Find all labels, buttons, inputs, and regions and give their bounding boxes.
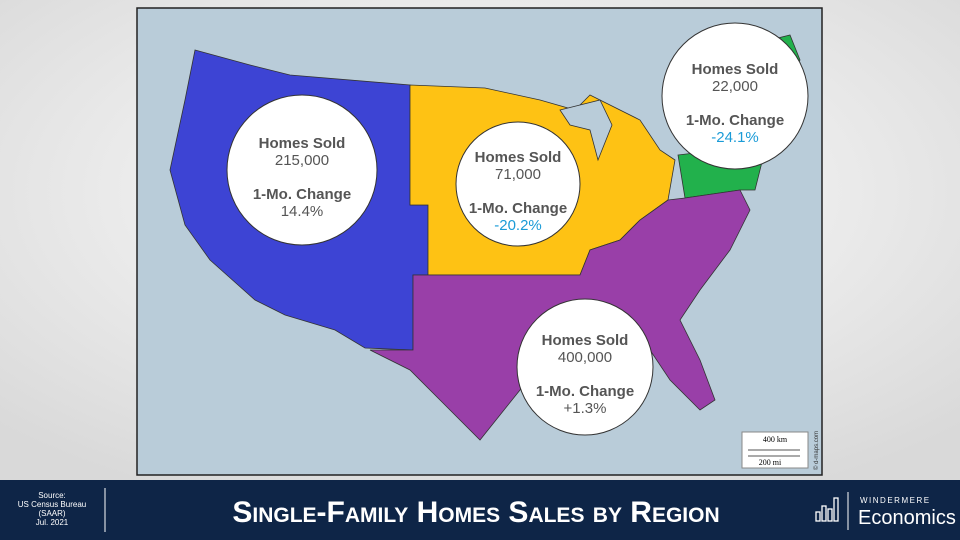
source: Source: US Census Bureau (SAAR) Jul. 202… [18, 491, 86, 527]
scale-mi: 200 mi [759, 458, 782, 467]
logo-icon [815, 497, 839, 522]
logo-brand: WINDERMERE [860, 496, 931, 505]
source-line: Jul. 2021 [36, 518, 69, 527]
logo-name: Economics [858, 507, 956, 529]
sold-value: 22,000 [712, 78, 758, 95]
scale-km: 400 km [763, 435, 788, 444]
change-label: 1-Mo. Change [536, 383, 634, 400]
map-credit: © d-maps.com [813, 431, 820, 470]
source-line: (SAAR) [38, 509, 65, 518]
sold-label: Homes Sold [692, 61, 779, 78]
bubble [516, 298, 654, 436]
change-label: 1-Mo. Change [253, 186, 351, 203]
change-value: -20.2% [494, 217, 542, 234]
bubble [455, 121, 581, 247]
footer-bar [0, 480, 960, 540]
title: Single-Family Homes Sales by Region [232, 496, 719, 529]
great-lakes [559, 99, 613, 162]
sold-value: 71,000 [495, 166, 541, 183]
bubble [661, 22, 809, 170]
scale-bar: 400 km 200 mi © d-maps.com [741, 431, 820, 470]
change-value: +1.3% [564, 400, 607, 417]
sold-label: Homes Sold [259, 135, 346, 152]
change-value: 14.4% [281, 203, 324, 220]
source-line: US Census Bureau [18, 500, 86, 509]
sold-label: Homes Sold [542, 332, 629, 349]
change-value: -24.1% [711, 129, 759, 146]
bubble [226, 94, 378, 246]
source-line: Source: [38, 491, 66, 500]
sold-value: 215,000 [275, 152, 329, 169]
sold-value: 400,000 [558, 349, 612, 366]
sold-label: Homes Sold [475, 149, 562, 166]
change-label: 1-Mo. Change [686, 112, 784, 129]
change-label: 1-Mo. Change [469, 200, 567, 217]
